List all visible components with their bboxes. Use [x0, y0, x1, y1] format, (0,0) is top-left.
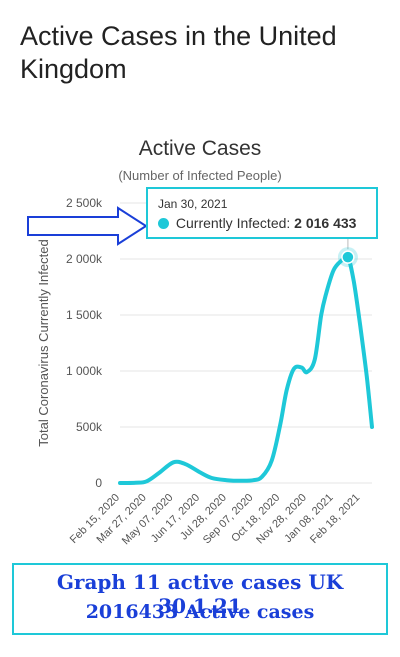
hover-marker: [341, 250, 355, 264]
y-tick-label: 1 500k: [66, 308, 103, 322]
tooltip-value: 2 016 433: [294, 215, 357, 231]
chart-title: Active Cases: [138, 137, 262, 160]
y-tick-label: 2 500k: [66, 196, 103, 210]
y-axis-label: Total Coronavirus Currently Infected: [36, 239, 51, 446]
series-line: [118, 253, 374, 486]
tooltip-date: Jan 30, 2021: [158, 197, 228, 211]
series: [118, 253, 374, 486]
tooltip-dot-icon: [158, 218, 169, 229]
y-tick-label: 2 000k: [66, 252, 103, 266]
y-tick-label: 1 000k: [66, 364, 103, 378]
caption-line-1: Graph 11 active cases UK 30.1.21: [56, 570, 344, 618]
tooltip-label: Currently Infected:: [175, 215, 291, 231]
chart-subtitle: (Number of Infected People): [118, 168, 282, 183]
caption-box: Graph 11 active cases UK 30.1.21 2016433…: [12, 563, 388, 635]
tooltip: Jan 30, 2021 Currently Infected: 2 016 4…: [146, 187, 378, 239]
y-tick-label: 0: [95, 476, 102, 490]
tooltip-line: Currently Infected: 2 016 433: [158, 215, 356, 231]
annotations: [27, 206, 358, 268]
caption-line-2: 2016433 Active cases: [85, 601, 315, 623]
page-title: Active Cases in the United Kingdom: [20, 21, 337, 84]
arrow-icon: [27, 206, 148, 246]
y-axis-ticks: 0 500k 1 000k 1 500k 2 000k 2 500k: [66, 196, 103, 490]
grid: [120, 202, 372, 484]
y-tick-label: 500k: [76, 420, 103, 434]
